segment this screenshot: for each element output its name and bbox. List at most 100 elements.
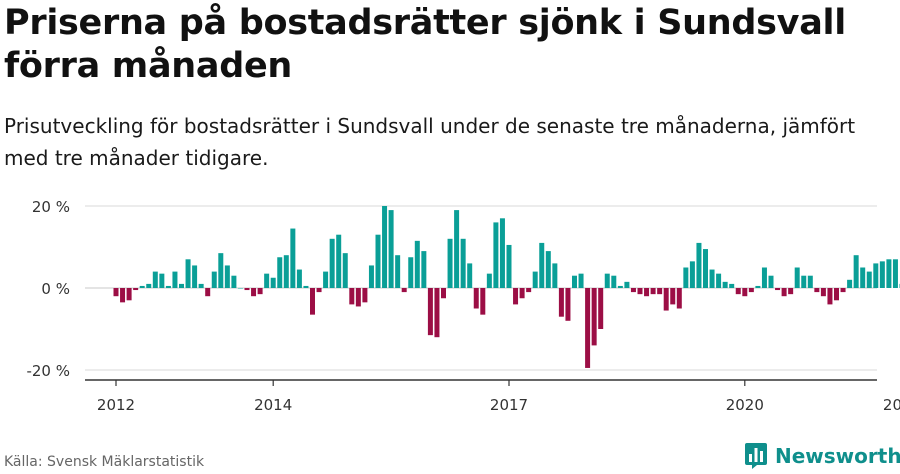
bar	[454, 210, 460, 288]
bar	[748, 288, 754, 293]
bar	[192, 265, 198, 288]
bar	[866, 271, 872, 288]
bar	[120, 288, 126, 303]
bar	[336, 234, 342, 288]
bar	[382, 206, 388, 288]
bar	[788, 288, 794, 295]
bar	[794, 267, 800, 288]
x-tick-label: 2022	[883, 396, 900, 414]
bar	[716, 273, 722, 288]
y-tick-label: 0 %	[41, 280, 70, 298]
bar	[296, 269, 302, 288]
chart-subtitle: Prisutveckling för bostadsrätter i Sunds…	[4, 114, 856, 170]
bar	[349, 288, 355, 305]
bar	[539, 242, 545, 288]
bar	[630, 288, 636, 293]
bar	[355, 288, 361, 307]
bar	[152, 271, 158, 288]
bar	[493, 222, 499, 288]
bar	[572, 275, 577, 288]
bar	[441, 288, 446, 299]
bar	[237, 288, 243, 289]
bar	[519, 288, 525, 299]
bar	[113, 288, 119, 297]
bar	[172, 271, 178, 288]
bar	[585, 288, 591, 368]
bar	[768, 275, 774, 288]
bar	[683, 267, 689, 288]
bar	[414, 240, 420, 288]
bar	[624, 281, 630, 288]
bar	[532, 271, 538, 288]
bar	[408, 257, 414, 288]
bar	[611, 275, 617, 288]
bar	[283, 255, 289, 288]
bar	[598, 288, 604, 329]
bar	[270, 277, 276, 288]
bar	[277, 257, 283, 288]
bar	[323, 271, 329, 288]
bar	[814, 288, 820, 293]
bar	[211, 271, 217, 288]
bar	[467, 263, 473, 288]
bar	[499, 218, 505, 288]
bar	[860, 267, 866, 288]
bar	[873, 263, 879, 288]
bar	[834, 288, 839, 301]
bar	[565, 288, 571, 321]
y-tick-label: -20 %	[26, 362, 70, 380]
bar	[198, 283, 204, 288]
bar	[179, 283, 184, 288]
bar	[735, 288, 741, 295]
bar	[395, 255, 401, 288]
bar	[689, 261, 695, 288]
bar	[146, 283, 152, 288]
bar	[847, 279, 853, 288]
bar	[473, 288, 479, 309]
bar	[892, 259, 898, 288]
bar	[879, 261, 885, 288]
bar	[545, 251, 551, 288]
bar	[670, 288, 676, 305]
bar	[742, 288, 748, 297]
bar	[126, 288, 132, 301]
bar	[513, 288, 519, 305]
bar	[657, 288, 663, 295]
bar	[552, 263, 558, 288]
bar	[840, 288, 846, 293]
bar	[703, 249, 708, 288]
source-note: Källa: Svensk Mäklarstatistik	[4, 454, 205, 470]
bar	[165, 285, 171, 288]
bar	[801, 275, 807, 288]
bar	[729, 283, 735, 288]
bar	[388, 210, 394, 288]
bar	[224, 265, 230, 288]
bar-chart-icon	[745, 443, 767, 469]
bar	[775, 288, 781, 291]
bar	[244, 288, 250, 291]
bar	[644, 288, 650, 297]
bar	[696, 242, 702, 288]
bar	[310, 288, 315, 315]
bar	[637, 288, 643, 295]
bar	[368, 265, 374, 288]
bar	[591, 288, 597, 346]
bar	[329, 238, 335, 288]
bar	[434, 288, 440, 338]
brand-name: Newsworthy	[775, 444, 900, 468]
bar	[139, 285, 145, 288]
bar	[578, 273, 584, 288]
bar	[755, 285, 761, 288]
bar	[316, 288, 322, 293]
chart-title: Priserna på bostadsrätter sjönk i Sundsv…	[4, 3, 846, 86]
bar	[617, 285, 623, 288]
bar	[133, 288, 139, 291]
bar	[159, 273, 165, 288]
bar	[257, 288, 263, 295]
bar	[421, 251, 427, 288]
bar	[807, 275, 813, 288]
x-tick-label: 2017	[490, 396, 528, 414]
bar	[558, 288, 564, 317]
bar	[447, 238, 453, 288]
bar	[480, 288, 486, 315]
